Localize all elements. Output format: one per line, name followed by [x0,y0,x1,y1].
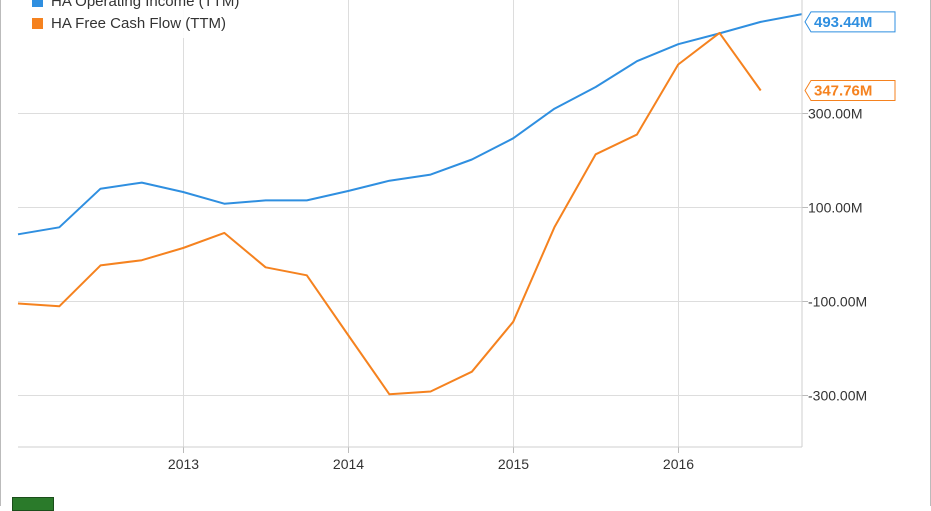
y-tick-label: 300.00M [808,106,862,122]
x-tick-label: 2014 [333,456,364,472]
gridlines [18,0,802,447]
end-label-0: 493.44M [804,11,896,33]
legend-label-free-cash-flow: HA Free Cash Flow (TTM) [51,14,227,32]
legend-swatch-free-cash-flow [32,17,43,29]
x-tick-label: 2013 [168,456,199,472]
y-axis-ticks: 300.00M 100.00M -100.00M -300.00M [802,106,867,404]
series-lines [17,13,803,396]
end-label-1: 347.76M [804,79,896,101]
end-label-box [804,79,896,101]
series-line-0 [17,13,803,236]
x-tick-label: 2015 [498,456,529,472]
y-tick-label: -100.00M [808,294,867,310]
end-label-text: 347.76M [814,82,872,99]
ycharts-logo-icon [12,497,54,511]
legend-label-operating-income: HA Operating Income (TTM) [51,0,240,10]
series-end-labels: 493.44M 347.76M [804,11,896,101]
end-label-text: 493.44M [814,14,872,31]
y-tick-label: 100.00M [808,200,862,216]
chart-legend: HA Operating Income (TTM) HA Free Cash F… [18,0,250,38]
series-line-1 [17,31,762,396]
y-tick-label: -300.00M [808,388,867,404]
legend-item: HA Operating Income (TTM) [32,0,239,12]
plot-area [18,0,802,447]
legend-swatch-operating-income [32,0,43,7]
x-axis-ticks: 2013 2014 2015 2016 [168,447,694,472]
legend-item: HA Free Cash Flow (TTM) [32,12,239,34]
x-tick-label: 2016 [663,456,694,472]
end-label-box [804,11,896,33]
